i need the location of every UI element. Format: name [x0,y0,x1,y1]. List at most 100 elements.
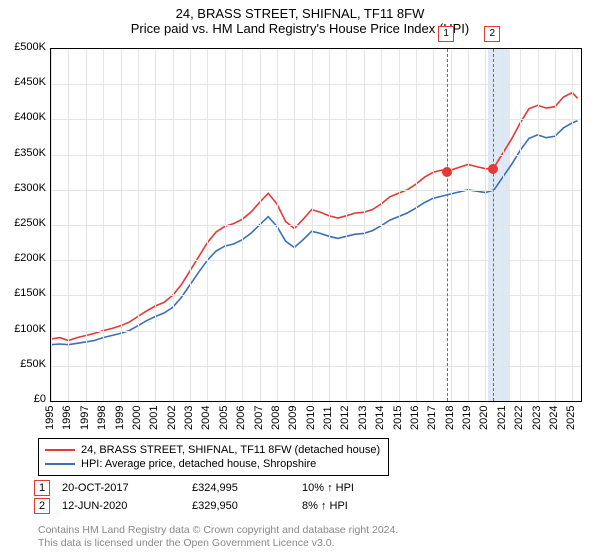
gridline-v [433,49,434,401]
x-axis-label: 2015 [392,418,404,430]
x-axis-label: 2006 [235,418,247,430]
x-axis-label: 2002 [166,418,178,430]
gridline-v [538,49,539,401]
gridline-h [51,331,581,332]
x-axis-label: 2013 [357,418,369,430]
x-axis-label: 1997 [79,418,91,430]
x-axis-label: 2007 [253,418,265,430]
gridline-v [173,49,174,401]
legend-row-red: 24, BRASS STREET, SHIFNAL, TF11 8FW (det… [45,443,380,457]
gridline-v [468,49,469,401]
x-axis-label: 1996 [61,418,73,430]
x-axis-label: 2003 [183,418,195,430]
gridline-v [207,49,208,401]
x-axis-label: 2022 [513,418,525,430]
gridline-h [51,225,581,226]
gridline-v [121,49,122,401]
y-axis-label: £300K [0,182,46,194]
x-axis-label: 2020 [478,418,490,430]
chart-title: 24, BRASS STREET, SHIFNAL, TF11 8FW Pric… [0,0,600,38]
x-axis-label: 2000 [131,418,143,430]
y-axis-label: £400K [0,111,46,123]
x-axis-label: 2018 [444,418,456,430]
gridline-v [138,49,139,401]
gridline-h [51,84,581,85]
x-axis-label: 1999 [114,418,126,430]
tx-price: £324,995 [192,482,302,494]
x-axis-label: 2012 [339,418,351,430]
transaction-row: 2 12-JUN-2020£329,9508% ↑ HPI [34,498,354,516]
gridline-v [312,49,313,401]
title-address: 24, BRASS STREET, SHIFNAL, TF11 8FW [0,6,600,21]
gridline-v [555,49,556,401]
y-axis-label: £500K [0,41,46,53]
gridline-v [242,49,243,401]
gridline-v [364,49,365,401]
gridline-h [51,260,581,261]
x-axis-label: 2023 [531,418,543,430]
gridline-v [572,49,573,401]
gridline-v [86,49,87,401]
legend-label-red: 24, BRASS STREET, SHIFNAL, TF11 8FW (det… [81,444,380,456]
x-axis-label: 1995 [44,418,56,430]
gridline-v [485,49,486,401]
y-axis-label: £150K [0,287,46,299]
gridline-v [329,49,330,401]
transaction-callout: 1 [438,26,454,42]
legend-swatch-blue [45,463,75,465]
gridline-v [520,49,521,401]
gridline-h [51,190,581,191]
gridline-v [277,49,278,401]
gridline-h [51,295,581,296]
x-axis-label: 2014 [374,418,386,430]
title-subtitle: Price paid vs. HM Land Registry's House … [0,21,600,36]
x-axis-label: 1998 [96,418,108,430]
gridline-v [260,49,261,401]
tx-price: £329,950 [192,500,302,512]
transaction-marker [442,167,452,177]
x-axis-label: 2016 [409,418,421,430]
x-axis-label: 2004 [200,418,212,430]
gridline-v [346,49,347,401]
tx-number: 1 [34,480,50,496]
y-axis-label: £100K [0,323,46,335]
x-axis-label: 2011 [322,418,334,430]
x-axis-label: 2025 [565,418,577,430]
tx-number: 2 [34,498,50,514]
x-axis-label: 2010 [305,418,317,430]
plot-area [50,48,582,402]
legend: 24, BRASS STREET, SHIFNAL, TF11 8FW (det… [38,438,389,476]
tx-delta: 10% ↑ HPI [302,482,354,494]
footer-line2: This data is licensed under the Open Gov… [38,537,398,550]
transaction-table: 120-OCT-2017£324,99510% ↑ HPI212-JUN-202… [34,480,354,516]
legend-label-blue: HPI: Average price, detached house, Shro… [81,458,316,470]
transaction-vline [447,49,448,401]
gridline-v [399,49,400,401]
gridline-h [51,366,581,367]
gridline-h [51,119,581,120]
gridline-v [51,49,52,401]
gridline-v [155,49,156,401]
y-axis-label: £50K [0,358,46,370]
transaction-callout: 2 [484,26,500,42]
footer-line1: Contains HM Land Registry data © Crown c… [38,524,398,537]
gridline-v [294,49,295,401]
gridline-v [503,49,504,401]
x-axis-label: 2021 [496,418,508,430]
gridline-v [416,49,417,401]
tx-date: 12-JUN-2020 [62,500,192,512]
x-axis-label: 2008 [270,418,282,430]
tx-delta: 8% ↑ HPI [302,500,348,512]
x-axis-label: 2001 [148,418,160,430]
gridline-v [381,49,382,401]
gridline-v [451,49,452,401]
legend-swatch-red [45,449,75,451]
gridline-v [68,49,69,401]
gridline-v [190,49,191,401]
x-axis-label: 2024 [548,418,560,430]
y-axis-label: £450K [0,76,46,88]
x-axis-label: 2017 [426,418,438,430]
footer-notice: Contains HM Land Registry data © Crown c… [38,524,398,550]
y-axis-label: £350K [0,147,46,159]
transaction-marker [488,164,498,174]
